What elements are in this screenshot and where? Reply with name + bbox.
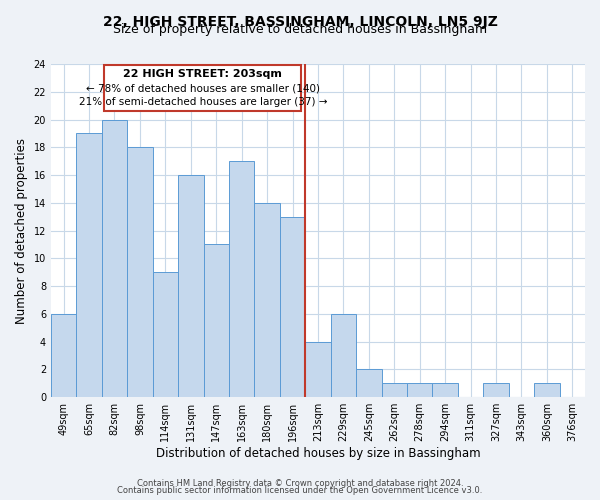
Bar: [254, 203, 280, 397]
Text: Contains HM Land Registry data © Crown copyright and database right 2024.: Contains HM Land Registry data © Crown c…: [137, 478, 463, 488]
Bar: [331, 314, 356, 397]
Bar: [407, 384, 433, 397]
Bar: [76, 134, 102, 397]
Bar: [433, 384, 458, 397]
Text: ← 78% of detached houses are smaller (140): ← 78% of detached houses are smaller (14…: [86, 84, 320, 94]
Bar: [152, 272, 178, 397]
Y-axis label: Number of detached properties: Number of detached properties: [15, 138, 28, 324]
Text: Contains public sector information licensed under the Open Government Licence v3: Contains public sector information licen…: [118, 486, 482, 495]
Bar: [203, 244, 229, 397]
Text: 22 HIGH STREET: 203sqm: 22 HIGH STREET: 203sqm: [124, 70, 283, 80]
Bar: [127, 148, 152, 397]
Bar: [178, 175, 203, 397]
Bar: [382, 384, 407, 397]
Bar: [534, 384, 560, 397]
Bar: [356, 370, 382, 397]
Text: Size of property relative to detached houses in Bassingham: Size of property relative to detached ho…: [113, 22, 487, 36]
FancyBboxPatch shape: [104, 66, 301, 111]
X-axis label: Distribution of detached houses by size in Bassingham: Distribution of detached houses by size …: [155, 447, 480, 460]
Bar: [483, 384, 509, 397]
Text: 21% of semi-detached houses are larger (37) →: 21% of semi-detached houses are larger (…: [79, 97, 327, 107]
Bar: [102, 120, 127, 397]
Bar: [229, 161, 254, 397]
Bar: [305, 342, 331, 397]
Bar: [51, 314, 76, 397]
Text: 22, HIGH STREET, BASSINGHAM, LINCOLN, LN5 9JZ: 22, HIGH STREET, BASSINGHAM, LINCOLN, LN…: [103, 15, 497, 29]
Bar: [280, 216, 305, 397]
